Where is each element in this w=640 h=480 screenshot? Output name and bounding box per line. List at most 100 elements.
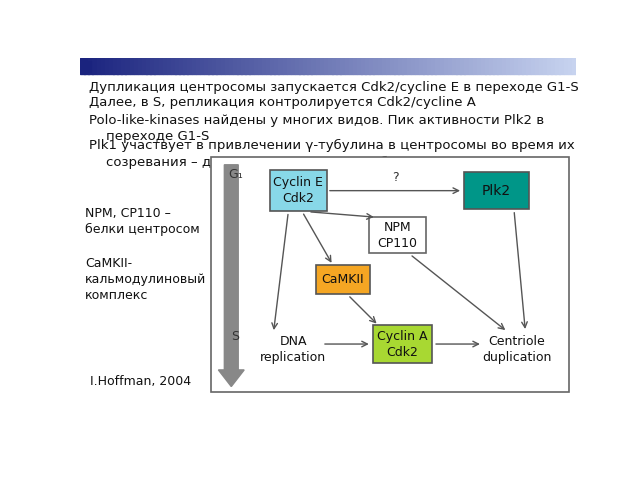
- Bar: [92, 58, 97, 74]
- Bar: [109, 58, 113, 74]
- Bar: [369, 216, 426, 253]
- Text: Polo-like-kinases найдены у многих видов. Пик активности Plk2 в
    переходе G1-: Polo-like-kinases найдены у многих видов…: [89, 114, 544, 143]
- Bar: [303, 58, 308, 74]
- Bar: [241, 58, 246, 74]
- Bar: [134, 58, 138, 74]
- Bar: [295, 58, 300, 74]
- Bar: [105, 58, 109, 74]
- Bar: [465, 58, 469, 74]
- Bar: [216, 58, 221, 74]
- Bar: [324, 58, 328, 74]
- Bar: [97, 58, 101, 74]
- Bar: [299, 58, 304, 74]
- Bar: [175, 58, 180, 74]
- Bar: [167, 58, 172, 74]
- Text: G₁: G₁: [228, 168, 243, 181]
- Bar: [448, 58, 452, 74]
- Bar: [332, 58, 337, 74]
- Bar: [142, 58, 147, 74]
- Bar: [551, 58, 556, 74]
- Bar: [117, 58, 122, 74]
- Text: CaMKII-
кальмодулиновый
комплекс: CaMKII- кальмодулиновый комплекс: [85, 257, 206, 302]
- Bar: [245, 58, 250, 74]
- Bar: [328, 58, 333, 74]
- Bar: [378, 58, 382, 74]
- Bar: [506, 58, 510, 74]
- Bar: [534, 58, 540, 74]
- Bar: [428, 58, 432, 74]
- Text: CaMKII: CaMKII: [321, 273, 364, 286]
- Bar: [316, 58, 320, 74]
- Bar: [444, 58, 449, 74]
- Text: Дупликация центросомы запускается Cdk2/cycline E в переходе G1-S: Дупликация центросомы запускается Cdk2/c…: [89, 81, 579, 94]
- Bar: [394, 58, 399, 74]
- Bar: [452, 58, 456, 74]
- Bar: [287, 58, 291, 74]
- Bar: [473, 58, 477, 74]
- Bar: [196, 58, 200, 74]
- Text: Далее, в S, репликация контролируется Cdk2/cycline A: Далее, в S, репликация контролируется Cd…: [89, 96, 476, 109]
- Bar: [266, 58, 271, 74]
- Bar: [122, 58, 126, 74]
- Bar: [113, 58, 118, 74]
- Bar: [431, 58, 436, 74]
- Bar: [316, 264, 370, 294]
- Bar: [229, 58, 234, 74]
- Bar: [556, 58, 560, 74]
- Bar: [188, 58, 192, 74]
- Bar: [312, 58, 316, 74]
- Bar: [531, 58, 535, 74]
- Bar: [518, 58, 523, 74]
- Bar: [493, 58, 498, 74]
- Bar: [204, 58, 209, 74]
- Bar: [84, 58, 89, 74]
- Bar: [435, 58, 440, 74]
- Bar: [163, 58, 167, 74]
- Bar: [253, 58, 258, 74]
- Bar: [539, 58, 543, 74]
- Bar: [423, 58, 428, 74]
- Bar: [269, 170, 327, 211]
- Text: DNA
replication: DNA replication: [260, 335, 326, 364]
- Bar: [361, 58, 365, 74]
- Bar: [154, 58, 159, 74]
- Bar: [307, 58, 312, 74]
- Bar: [349, 58, 353, 74]
- Bar: [237, 58, 242, 74]
- Text: ?: ?: [392, 171, 398, 184]
- Text: Plk1 участвует в привлечении γ-тубулина в центросомы во время их
    созревания : Plk1 участвует в привлечении γ-тубулина …: [89, 139, 575, 168]
- Bar: [415, 58, 419, 74]
- Bar: [564, 58, 568, 74]
- Bar: [468, 58, 473, 74]
- Bar: [514, 58, 518, 74]
- Bar: [275, 58, 279, 74]
- Text: S: S: [231, 330, 239, 343]
- Bar: [81, 61, 92, 72]
- Bar: [481, 58, 486, 74]
- Bar: [568, 58, 572, 74]
- Bar: [150, 58, 155, 74]
- Bar: [497, 58, 502, 74]
- Bar: [266, 333, 321, 366]
- Bar: [398, 58, 403, 74]
- Bar: [211, 157, 568, 392]
- Bar: [221, 58, 225, 74]
- Bar: [88, 58, 93, 74]
- Bar: [320, 58, 324, 74]
- Bar: [357, 58, 362, 74]
- Bar: [403, 58, 407, 74]
- Bar: [543, 58, 548, 74]
- Bar: [159, 58, 163, 74]
- Bar: [291, 58, 296, 74]
- Bar: [250, 58, 254, 74]
- Text: NPM, CP110 –
белки центросом: NPM, CP110 – белки центросом: [85, 207, 200, 236]
- Bar: [527, 58, 531, 74]
- Bar: [381, 58, 387, 74]
- Bar: [559, 58, 564, 74]
- Text: Plk2: Plk2: [482, 184, 511, 198]
- Bar: [233, 58, 237, 74]
- Bar: [386, 58, 390, 74]
- Bar: [138, 58, 143, 74]
- Bar: [212, 58, 217, 74]
- Bar: [390, 58, 395, 74]
